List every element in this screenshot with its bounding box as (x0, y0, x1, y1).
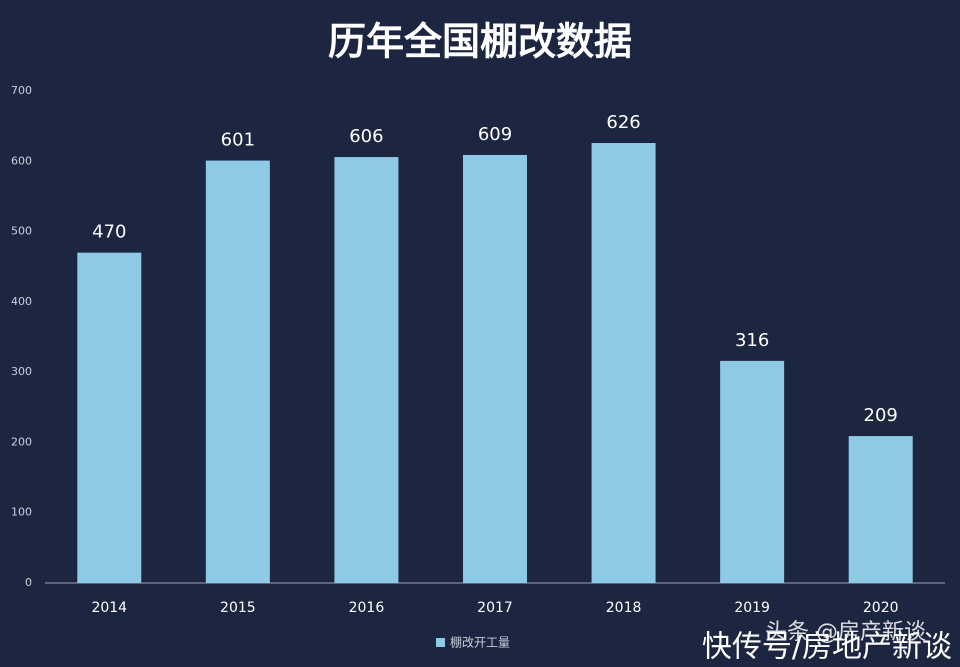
y-tick-label: 500 (11, 225, 32, 238)
legend-swatch (436, 638, 445, 647)
x-tick-label: 2016 (349, 600, 385, 616)
bar (720, 360, 785, 583)
watermark: 快传号/房地产新谈 (702, 630, 952, 665)
legend-label: 棚改开工量 (450, 635, 510, 650)
y-tick-label: 0 (25, 576, 32, 589)
y-tick-label: 300 (11, 365, 32, 378)
data-label: 470 (92, 222, 126, 243)
x-tick-label: 2017 (477, 600, 513, 616)
x-tick-label: 2020 (863, 600, 899, 616)
data-label: 601 (221, 130, 255, 151)
data-label: 209 (864, 405, 898, 426)
chart-title: 历年全国棚改数据 (328, 20, 632, 64)
data-label: 609 (478, 124, 512, 145)
watermark: 头条 @房产新谈 (765, 620, 926, 645)
y-tick-label: 600 (11, 154, 32, 167)
data-label: 316 (735, 330, 769, 351)
bar (591, 143, 656, 584)
y-tick-label: 700 (11, 84, 32, 97)
bar (848, 436, 913, 583)
bar (77, 252, 142, 583)
x-tick-label: 2015 (220, 600, 256, 616)
y-tick-label: 200 (11, 435, 32, 448)
x-tick-label: 2018 (606, 600, 642, 616)
x-tick-label: 2019 (734, 600, 770, 616)
bar (463, 154, 527, 583)
y-tick-label: 100 (11, 506, 32, 519)
bar (334, 157, 399, 583)
bar (205, 160, 270, 583)
data-label: 626 (606, 112, 640, 133)
x-tick-label: 2014 (91, 600, 127, 616)
y-tick-label: 400 (11, 295, 32, 308)
data-label: 606 (349, 126, 383, 147)
